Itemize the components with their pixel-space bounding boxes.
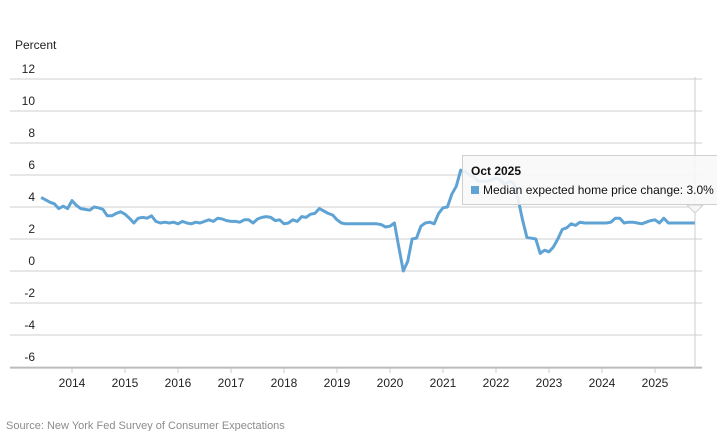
series-line-home-price-change[interactable] bbox=[40, 168, 695, 273]
x-tick-label: 2023 bbox=[536, 376, 563, 390]
y-axis-title: Percent bbox=[15, 38, 57, 52]
x-tick-label: 2022 bbox=[483, 376, 510, 390]
x-tick-label: 2014 bbox=[59, 376, 86, 390]
tooltip-pointer bbox=[685, 204, 705, 214]
x-axis: 2014 2015 2016 2017 2018 2019 2020 2021 2022 2023… bbox=[10, 367, 702, 390]
y-tick-labels: 12 10 8 6 4 2 0 -2 -4 -6 bbox=[22, 62, 36, 364]
x-tick-label: 2016 bbox=[165, 376, 192, 390]
tooltip-value: Median expected home price change: 3.0% bbox=[483, 183, 714, 197]
source-note: Source: New York Fed Survey of Consumer … bbox=[6, 420, 285, 431]
y-tick-label: 8 bbox=[28, 126, 35, 140]
y-tick-label: 2 bbox=[28, 222, 35, 236]
x-tick-label: 2025 bbox=[642, 376, 669, 390]
y-tick-label: 0 bbox=[28, 254, 35, 268]
x-tick-label: 2021 bbox=[430, 376, 457, 390]
x-tick-label: 2020 bbox=[377, 376, 404, 390]
y-tick-label: 4 bbox=[28, 190, 35, 204]
y-tick-label: 10 bbox=[22, 94, 36, 108]
y-tick-label: 12 bbox=[22, 62, 36, 76]
y-tick-label: 6 bbox=[28, 158, 35, 172]
y-tick-label: -6 bbox=[24, 350, 35, 364]
x-tick-label: 2015 bbox=[112, 376, 139, 390]
x-tick-label: 2018 bbox=[271, 376, 298, 390]
x-tick-label: 2024 bbox=[589, 376, 616, 390]
tooltip-title: Oct 2025 bbox=[471, 164, 522, 178]
gridlines bbox=[10, 78, 702, 368]
x-tick-label: 2019 bbox=[324, 376, 351, 390]
series-swatch-icon bbox=[471, 186, 479, 194]
y-tick-label: -4 bbox=[24, 318, 35, 332]
y-tick-label: -2 bbox=[24, 286, 35, 300]
tooltip: Oct 2025 Median expected home price chan… bbox=[462, 155, 717, 205]
x-tick-label: 2017 bbox=[218, 376, 245, 390]
